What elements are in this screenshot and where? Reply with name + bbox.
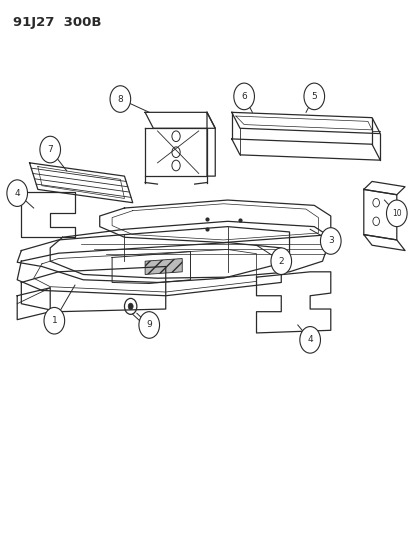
Text: 8: 8 [117, 94, 123, 103]
Circle shape [270, 248, 291, 274]
Text: 6: 6 [241, 92, 247, 101]
Circle shape [44, 308, 64, 334]
Circle shape [303, 83, 324, 110]
Circle shape [7, 180, 27, 206]
Circle shape [110, 86, 131, 112]
Circle shape [139, 312, 159, 338]
Text: 1: 1 [51, 316, 57, 325]
Text: 2: 2 [278, 257, 283, 265]
Circle shape [233, 83, 254, 110]
Circle shape [386, 200, 406, 227]
Text: 3: 3 [327, 237, 333, 246]
Circle shape [320, 228, 340, 254]
Text: 10: 10 [391, 209, 401, 218]
Text: 7: 7 [47, 145, 53, 154]
Circle shape [40, 136, 60, 163]
Text: 9: 9 [146, 320, 152, 329]
Text: 4: 4 [14, 189, 20, 198]
Circle shape [299, 327, 320, 353]
Text: 4: 4 [306, 335, 312, 344]
Text: 5: 5 [311, 92, 316, 101]
Circle shape [128, 303, 133, 310]
Text: 91J27  300B: 91J27 300B [13, 15, 101, 29]
Polygon shape [145, 259, 182, 274]
